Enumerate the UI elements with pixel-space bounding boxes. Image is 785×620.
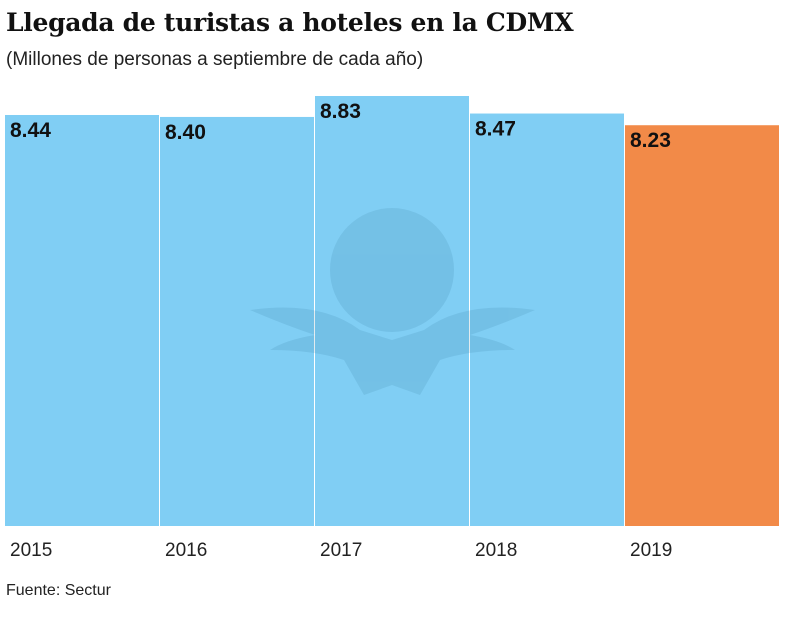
bar-2018 (470, 113, 624, 527)
x-tick-label-2017: 2017 (320, 540, 362, 561)
value-label-2015: 8.44 (10, 119, 51, 142)
bar-2019 (625, 125, 779, 527)
x-tick-label-2019: 2019 (630, 540, 672, 561)
bar-2015 (5, 114, 159, 527)
bar-2017 (315, 96, 469, 526)
value-label-2019: 8.23 (630, 129, 671, 152)
value-label-2016: 8.40 (165, 121, 206, 144)
bar-2016 (160, 116, 314, 527)
chart-title: Llegada de turistas a hoteles en la CDMX (6, 8, 574, 37)
chart-subtitle: (Millones de personas a septiembre de ca… (6, 49, 424, 70)
source-note: Fuente: Sectur (6, 582, 111, 599)
watermark-logo (250, 208, 535, 395)
x-tick-label-2018: 2018 (475, 540, 517, 561)
value-label-2018: 8.47 (475, 118, 516, 141)
x-tick-label-2016: 2016 (165, 540, 207, 561)
x-tick-label-2015: 2015 (10, 540, 52, 561)
value-label-2017: 8.83 (320, 100, 361, 123)
